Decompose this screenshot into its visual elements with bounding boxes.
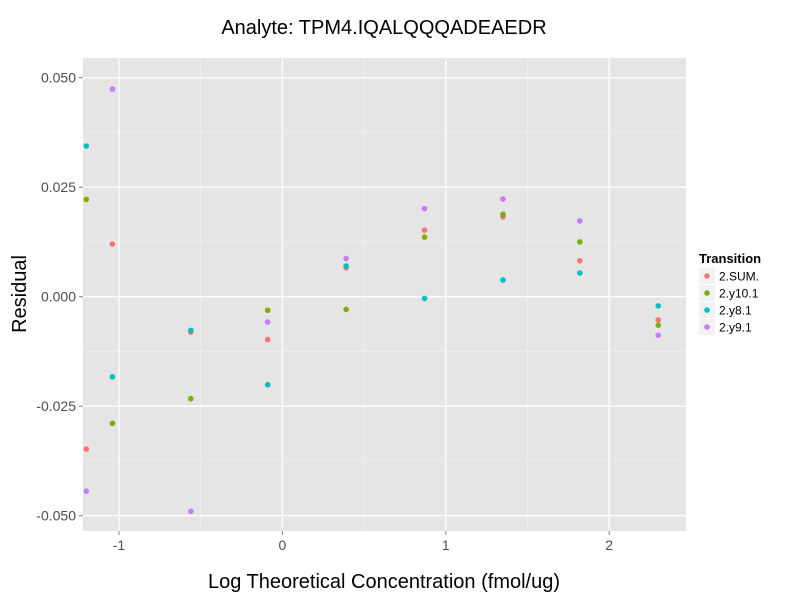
legend-label: 2.y9.1 <box>719 321 752 335</box>
legend-title: Transition <box>699 251 761 266</box>
data-point <box>576 257 583 264</box>
data-point <box>109 86 116 92</box>
data-point <box>188 327 194 334</box>
data-point <box>343 306 349 313</box>
y-tick-label: 0.025 <box>41 179 76 195</box>
data-point <box>421 227 428 233</box>
data-point <box>343 255 349 262</box>
data-point <box>343 263 349 269</box>
data-point <box>83 488 90 494</box>
data-point <box>500 277 506 283</box>
data-point <box>264 319 271 325</box>
data-point <box>83 446 90 452</box>
chart-title: Analyte: TPM4.IQALQQQADEAEDR <box>221 17 546 39</box>
x-tick-label: -1 <box>113 537 126 553</box>
legend-items: 2.SUM. 2.y10.1 2.y8.1 2.y9.1 <box>699 268 759 335</box>
legend: Transition 2.SUM. 2.y10.1 2.y8.1 2.y9.1 <box>699 251 761 335</box>
legend-swatch <box>704 307 710 313</box>
y-tick-label: -0.025 <box>36 398 76 414</box>
data-points <box>83 86 662 515</box>
y-tick-label: 0.050 <box>41 70 76 86</box>
data-point <box>500 196 506 202</box>
data-point <box>188 395 194 402</box>
data-point <box>576 270 583 276</box>
data-point <box>109 374 116 380</box>
data-point <box>109 420 116 427</box>
legend-swatch <box>704 290 710 296</box>
data-point <box>264 336 271 343</box>
data-point <box>655 317 662 323</box>
x-tick-label: 1 <box>442 537 450 553</box>
data-point <box>421 295 428 302</box>
y-tick-label: -0.050 <box>36 508 76 524</box>
data-point <box>83 143 90 149</box>
data-point <box>264 307 271 314</box>
data-point <box>576 218 583 224</box>
y-tick-label: 0.000 <box>41 289 76 305</box>
data-point <box>264 381 271 388</box>
x-axis-ticks: -1 0 1 2 <box>113 531 613 553</box>
legend-label: 2.y10.1 <box>719 287 759 301</box>
grid-lines <box>83 58 686 531</box>
legend-label: 2.y8.1 <box>719 304 752 318</box>
data-point <box>83 196 90 203</box>
data-point <box>109 241 116 247</box>
legend-swatch <box>704 273 710 279</box>
legend-label: 2.SUM. <box>719 270 759 284</box>
x-axis-label: Log Theoretical Concentration (fmol/ug) <box>208 571 560 593</box>
y-axis-label: Residual <box>9 255 31 333</box>
x-tick-label: 0 <box>278 537 286 553</box>
data-point <box>188 508 194 515</box>
data-point <box>655 332 662 339</box>
data-point <box>421 205 428 212</box>
x-tick-label: 2 <box>605 537 613 553</box>
plot-panel <box>83 58 686 531</box>
data-point <box>576 239 583 245</box>
legend-swatch <box>704 324 710 330</box>
data-point <box>421 234 428 240</box>
data-point <box>655 303 662 309</box>
y-axis-ticks: -0.050 -0.025 0.000 0.025 0.050 <box>36 70 83 524</box>
data-point <box>655 322 662 328</box>
data-point <box>500 211 506 218</box>
